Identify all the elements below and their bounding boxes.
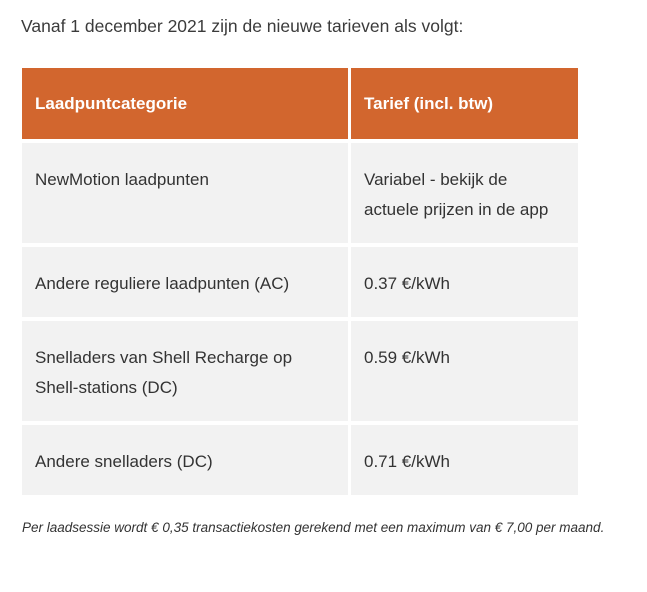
column-header-tariff: Tarief (incl. btw) [351,68,578,139]
tariff-table-header: Laadpuntcategorie Tarief (incl. btw) [22,68,578,139]
tariff-cell: 0.59 €/kWh [351,321,578,421]
table-row: Snelladers van Shell Recharge op Shell-s… [22,321,578,421]
table-row: Andere reguliere laadpunten (AC) 0.37 €/… [22,247,578,317]
tariff-table-body: NewMotion laadpunten Variabel - bekijk d… [22,143,578,495]
category-cell: Andere snelladers (DC) [22,425,348,495]
category-cell: Snelladers van Shell Recharge op Shell-s… [22,321,348,421]
tariff-cell: 0.37 €/kWh [351,247,578,317]
header-row: Laadpuntcategorie Tarief (incl. btw) [22,68,578,139]
tariff-cell: Variabel - bekijk de actuele prijzen in … [351,143,578,243]
column-header-category: Laadpuntcategorie [22,68,348,139]
tariff-table: Laadpuntcategorie Tarief (incl. btw) New… [19,64,581,499]
table-row: Andere snelladers (DC) 0.71 €/kWh [22,425,578,495]
intro-text: Vanaf 1 december 2021 zijn de nieuwe tar… [21,16,464,36]
category-cell: Andere reguliere laadpunten (AC) [22,247,348,317]
table-row: NewMotion laadpunten Variabel - bekijk d… [22,143,578,243]
tariff-cell: 0.71 €/kWh [351,425,578,495]
footnote-text: Per laadsessie wordt € 0,35 transactieko… [22,520,605,535]
category-cell: NewMotion laadpunten [22,143,348,243]
